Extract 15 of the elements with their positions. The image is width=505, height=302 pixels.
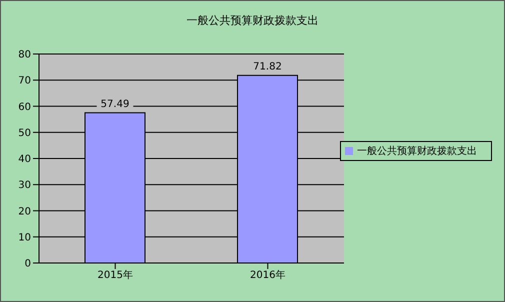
y-tick-label: 60: [18, 102, 31, 113]
y-tick-label: 20: [18, 206, 31, 218]
chart-title: 一般公共预算财政拨款支出: [186, 13, 320, 28]
y-tick-label: 10: [18, 232, 31, 244]
y-tick-label: 50: [18, 128, 31, 139]
x-tick-label: 2016年: [250, 269, 286, 282]
y-tick-label: 80: [18, 50, 31, 61]
y-tick-label: 40: [18, 154, 31, 166]
y-tick-label: 0: [24, 258, 31, 270]
data-label: 71.82: [253, 61, 282, 72]
legend-label: 一般公共预算财政拨款支出: [357, 146, 477, 157]
y-tick-label: 30: [18, 180, 31, 192]
x-tick-label: 2015年: [98, 269, 133, 282]
y-tick-label: 70: [18, 76, 31, 87]
data-label: 57.49: [100, 98, 130, 110]
